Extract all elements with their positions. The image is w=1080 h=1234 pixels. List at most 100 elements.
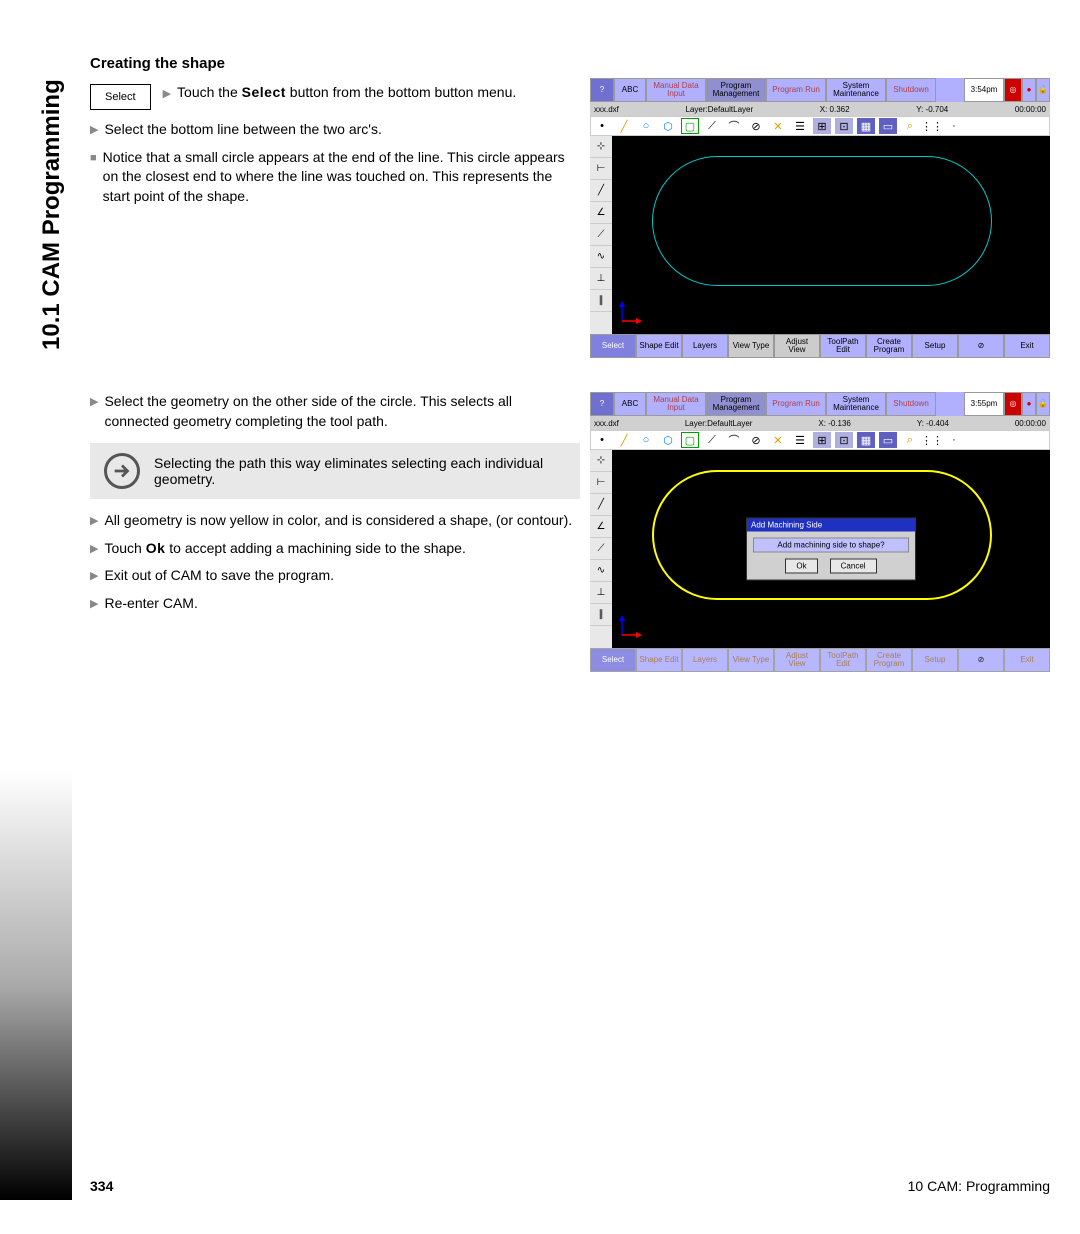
select-button-icon: Select: [90, 84, 151, 110]
search-tool-icon[interactable]: ⌕: [901, 118, 919, 134]
circle-tool-icon[interactable]: ○: [637, 118, 655, 134]
list-tool-icon[interactable]: ☰: [791, 432, 809, 448]
program-run-tab[interactable]: Program Run: [766, 392, 826, 416]
system-tab[interactable]: System Maintenance: [826, 78, 886, 102]
view-type-button[interactable]: View Type: [728, 334, 774, 358]
perp-icon[interactable]: ⊥: [590, 582, 612, 604]
select-button[interactable]: Select: [590, 334, 636, 358]
layers-button[interactable]: Layers: [682, 334, 728, 358]
line-tool-icon[interactable]: ╱: [615, 118, 633, 134]
page-footer: 334 10 CAM: Programming: [90, 1178, 1050, 1194]
tangent-icon[interactable]: ⟋: [590, 224, 612, 246]
create-program-button[interactable]: Create Program: [866, 334, 912, 358]
curve-tool-icon[interactable]: ⌒: [725, 432, 743, 448]
snap-icon[interactable]: ⊹: [590, 450, 612, 472]
setup-button[interactable]: Setup: [912, 334, 958, 358]
dot-tool-icon[interactable]: ·: [945, 432, 963, 448]
line-icon[interactable]: ╱: [590, 494, 612, 516]
rect-tool-icon[interactable]: ▢: [681, 432, 699, 448]
curve-icon[interactable]: ∿: [590, 560, 612, 582]
status-icon: ●: [1022, 392, 1036, 416]
curve-tool-icon[interactable]: ⌒: [725, 118, 743, 134]
exit-button[interactable]: Exit: [1004, 334, 1050, 358]
dim-tool-icon[interactable]: ⊞: [813, 118, 831, 134]
angle-icon[interactable]: ∠: [590, 202, 612, 224]
snap-icon[interactable]: ⊹: [590, 136, 612, 158]
diameter-tool-icon[interactable]: ⊘: [747, 118, 765, 134]
shutdown-tab[interactable]: Shutdown: [886, 78, 936, 102]
side-toolbar: ⊹ ⊢ ╱ ∠ ⟋ ∿ ⊥ ∥: [590, 450, 612, 648]
view-type-button[interactable]: View Type: [728, 648, 774, 672]
hex-tool-icon[interactable]: ⬡: [659, 432, 677, 448]
arrow-circle-icon: [104, 453, 140, 489]
shape-edit-button[interactable]: Shape Edit: [636, 334, 682, 358]
list-tool-icon[interactable]: ☰: [791, 118, 809, 134]
empty-button: ⊘: [958, 648, 1004, 672]
exit-button[interactable]: Exit: [1004, 648, 1050, 672]
angle-icon[interactable]: ∠: [590, 516, 612, 538]
dot-tool-icon[interactable]: ·: [945, 118, 963, 134]
create-program-button[interactable]: Create Program: [866, 648, 912, 672]
canvas[interactable]: Add Machining Side Add machining side to…: [612, 450, 1050, 648]
filename: xxx.dxf: [594, 105, 619, 114]
screen-tool-icon[interactable]: ▭: [879, 432, 897, 448]
adjust-view-button[interactable]: Adjust View: [774, 334, 820, 358]
circle-tool-icon[interactable]: ○: [637, 432, 655, 448]
help-button[interactable]: ?: [590, 78, 614, 102]
shutdown-tab[interactable]: Shutdown: [886, 392, 936, 416]
status-icon: 🔓: [1036, 392, 1050, 416]
help-button[interactable]: ?: [590, 392, 614, 416]
dim-tool-icon[interactable]: ⊞: [813, 432, 831, 448]
layers-button[interactable]: Layers: [682, 648, 728, 672]
toolpath-edit-button[interactable]: ToolPath Edit: [820, 334, 866, 358]
system-tab[interactable]: System Maintenance: [826, 392, 886, 416]
dim-icon[interactable]: ⊢: [590, 472, 612, 494]
select-button[interactable]: Select: [590, 648, 636, 672]
dialog-title: Add Machining Side: [747, 519, 915, 532]
shape-edit-button[interactable]: Shape Edit: [636, 648, 682, 672]
manual-data-tab[interactable]: Manual Data Input: [646, 78, 706, 102]
point-tool-icon[interactable]: •: [593, 432, 611, 448]
adjust-view-button[interactable]: Adjust View: [774, 648, 820, 672]
parallel-icon[interactable]: ∥: [590, 290, 612, 312]
cross-tool-icon[interactable]: ✕: [769, 118, 787, 134]
status-icon: ●: [1022, 78, 1036, 102]
dim-icon[interactable]: ⊢: [590, 158, 612, 180]
rect-tool-icon[interactable]: ▢: [681, 118, 699, 134]
dots-tool-icon[interactable]: ⋮⋮: [923, 432, 941, 448]
grid-tool-icon[interactable]: ▦: [857, 118, 875, 134]
bullet-icon: ▶: [90, 123, 98, 138]
setup-button[interactable]: Setup: [912, 648, 958, 672]
parallel-icon[interactable]: ∥: [590, 604, 612, 626]
point-tool-icon[interactable]: •: [593, 118, 611, 134]
time-display: 3:55pm: [964, 392, 1004, 416]
snap-tool-icon[interactable]: ⊡: [835, 118, 853, 134]
abc-button[interactable]: ABC: [614, 392, 646, 416]
cancel-button[interactable]: Cancel: [830, 559, 877, 574]
manual-data-tab[interactable]: Manual Data Input: [646, 392, 706, 416]
page-number: 334: [90, 1178, 113, 1194]
line-icon[interactable]: ╱: [590, 180, 612, 202]
abc-button[interactable]: ABC: [614, 78, 646, 102]
hex-tool-icon[interactable]: ⬡: [659, 118, 677, 134]
program-mgmt-tab[interactable]: Program Management: [706, 78, 766, 102]
search-tool-icon[interactable]: ⌕: [901, 432, 919, 448]
line-tool-icon[interactable]: ╱: [615, 432, 633, 448]
curve-icon[interactable]: ∿: [590, 246, 612, 268]
arc-tool-icon[interactable]: ⟋: [703, 118, 721, 134]
bold-text: Ok: [146, 540, 166, 556]
screen-tool-icon[interactable]: ▭: [879, 118, 897, 134]
program-run-tab[interactable]: Program Run: [766, 78, 826, 102]
canvas[interactable]: [612, 136, 1050, 334]
tangent-icon[interactable]: ⟋: [590, 538, 612, 560]
program-mgmt-tab[interactable]: Program Management: [706, 392, 766, 416]
snap-tool-icon[interactable]: ⊡: [835, 432, 853, 448]
toolpath-edit-button[interactable]: ToolPath Edit: [820, 648, 866, 672]
arc-tool-icon[interactable]: ⟋: [703, 432, 721, 448]
diameter-tool-icon[interactable]: ⊘: [747, 432, 765, 448]
ok-button[interactable]: Ok: [785, 559, 817, 574]
dots-tool-icon[interactable]: ⋮⋮: [923, 118, 941, 134]
grid-tool-icon[interactable]: ▦: [857, 432, 875, 448]
perp-icon[interactable]: ⊥: [590, 268, 612, 290]
cross-tool-icon[interactable]: ✕: [769, 432, 787, 448]
